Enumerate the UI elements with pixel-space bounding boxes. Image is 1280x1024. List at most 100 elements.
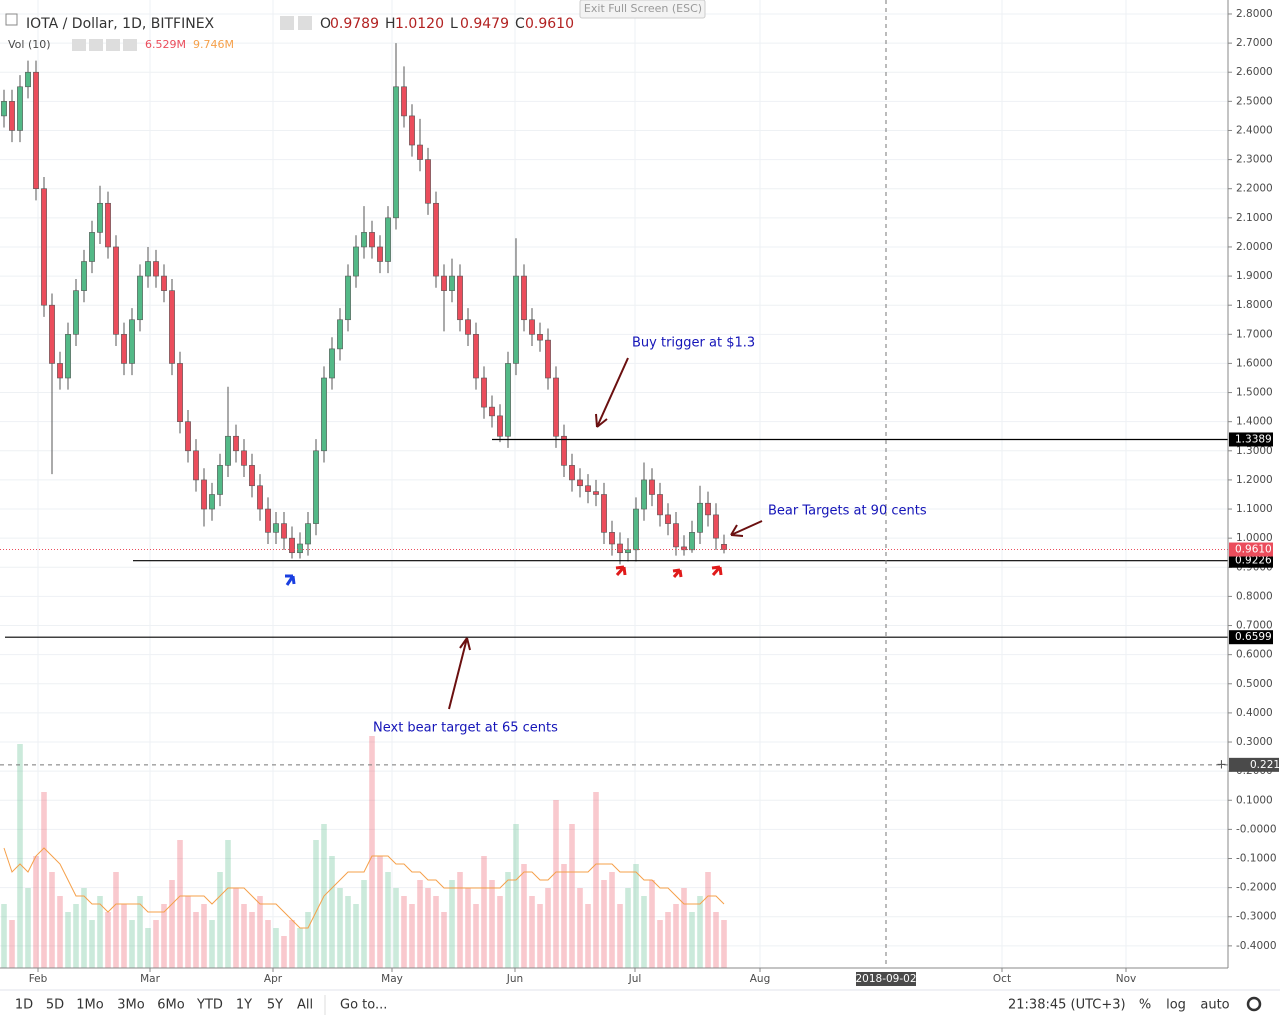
y-tick-label: 0.8000	[1236, 590, 1273, 602]
icon[interactable]	[280, 16, 294, 30]
candle-body	[561, 435, 567, 466]
candle-body	[329, 348, 335, 379]
candle-body	[585, 485, 591, 492]
volume-bar	[441, 912, 447, 968]
candle-body	[209, 494, 215, 510]
scale-option[interactable]: auto	[1200, 998, 1229, 1013]
volume-bar	[41, 792, 47, 968]
candle-body	[113, 246, 119, 335]
volume-bar	[649, 880, 655, 968]
volume-bar	[9, 920, 15, 968]
candle-body	[513, 275, 519, 364]
arrow	[448, 637, 471, 710]
settings-icon[interactable]	[1246, 996, 1262, 1012]
candle-body	[369, 232, 375, 248]
candle-body	[337, 319, 343, 350]
volume-bar	[257, 896, 263, 968]
volume-bar	[457, 872, 463, 968]
candle-body	[169, 290, 175, 364]
toolbar-items: 1D 5D 1Mo 3Mo 6Mo YTD 1Y 5Y All Go to... 21:38:45 …	[15, 995, 1262, 1015]
toolbar	[0, 986, 1280, 1024]
candle-body	[577, 479, 583, 487]
volume-bar	[377, 856, 383, 968]
y-tick-label: -0.0000	[1236, 823, 1277, 835]
y-tick-label: 1.2000	[1236, 474, 1273, 486]
volume-bar	[601, 880, 607, 968]
y-tick-label: 2.4000	[1236, 124, 1273, 136]
candle-body	[425, 159, 431, 204]
icon[interactable]	[89, 39, 103, 51]
icon[interactable]	[106, 39, 120, 51]
candle-body	[665, 514, 671, 524]
ohlc-values: O0.9789 H 1.0120 L 0.9479 C 0.9610	[320, 16, 574, 32]
volume-bar	[17, 744, 23, 968]
volume-bar	[217, 872, 223, 968]
candle-body	[505, 363, 511, 437]
volume-bar	[465, 888, 471, 968]
price-pane	[0, 0, 1228, 968]
ohlc-value: 0.9610	[525, 16, 574, 32]
goto-button[interactable]: Go to...	[340, 998, 387, 1013]
candle-body	[465, 319, 471, 335]
candle-body	[385, 217, 391, 262]
volume-value: 6.529M	[145, 38, 186, 51]
candle-body	[1, 101, 7, 117]
clock: 21:38:45 (UTC+3)	[1008, 998, 1126, 1013]
y-tick-label: 2.0000	[1236, 241, 1273, 253]
range-button[interactable]: 3Mo	[117, 998, 144, 1013]
range-button[interactable]: 5D	[46, 998, 64, 1013]
volume-bar	[697, 896, 703, 968]
candle-body	[689, 532, 695, 551]
volume-bar	[161, 904, 167, 968]
y-tick-label: 0.7000	[1236, 620, 1273, 632]
y-tick-label: 1.1000	[1236, 503, 1273, 515]
candle-body	[233, 435, 239, 452]
candle-body	[297, 543, 303, 554]
icon[interactable]	[123, 39, 137, 51]
range-button[interactable]: YTD	[196, 998, 223, 1013]
candle-body	[265, 508, 271, 533]
range-button[interactable]: All	[297, 998, 313, 1013]
volume-bar	[537, 904, 543, 968]
candle-body	[313, 450, 319, 524]
range-button[interactable]: 5Y	[267, 998, 283, 1013]
range-button[interactable]: 1D	[15, 998, 33, 1013]
y-tick-label: 0.3000	[1236, 736, 1273, 748]
volume-bar	[489, 880, 495, 968]
candle-body	[721, 544, 727, 550]
exit-fullscreen[interactable]	[579, 0, 706, 19]
candle-body	[457, 275, 463, 321]
range-button[interactable]: 6Mo	[157, 998, 184, 1013]
y-tick-label: 1.0000	[1236, 532, 1273, 544]
scale-option[interactable]: log	[1166, 998, 1186, 1013]
candle-body	[9, 101, 15, 131]
candle-body	[377, 246, 383, 262]
volume-bar	[281, 936, 287, 968]
range-button[interactable]: 1Y	[236, 998, 252, 1013]
volume-bar	[425, 888, 431, 968]
candle-body	[57, 363, 63, 379]
volume-bar	[393, 888, 399, 968]
volume-bar	[313, 840, 319, 968]
x-tick-label: Feb	[29, 973, 48, 985]
candle-body	[449, 275, 455, 291]
volume-bar	[505, 872, 511, 968]
y-tick-label: 1.4000	[1236, 416, 1273, 428]
volume-bar	[305, 912, 311, 968]
range-button[interactable]: 1Mo	[76, 998, 103, 1013]
volume-bar	[705, 872, 711, 968]
collapse-icon[interactable]	[5, 13, 18, 26]
volume-bar	[225, 840, 231, 968]
candle-body	[705, 502, 711, 516]
candle-body	[641, 479, 647, 510]
icon[interactable]	[298, 16, 312, 30]
icon[interactable]	[72, 39, 86, 51]
volume-bar	[201, 904, 207, 968]
volume-bar	[713, 912, 719, 968]
level-label-box	[1229, 553, 1273, 568]
scale-option[interactable]: %	[1139, 998, 1151, 1013]
volume-bar	[1, 904, 7, 968]
volume-ma-line	[3, 847, 725, 929]
y-tick-label: 0.6000	[1236, 649, 1273, 661]
volume-bar	[105, 912, 111, 968]
